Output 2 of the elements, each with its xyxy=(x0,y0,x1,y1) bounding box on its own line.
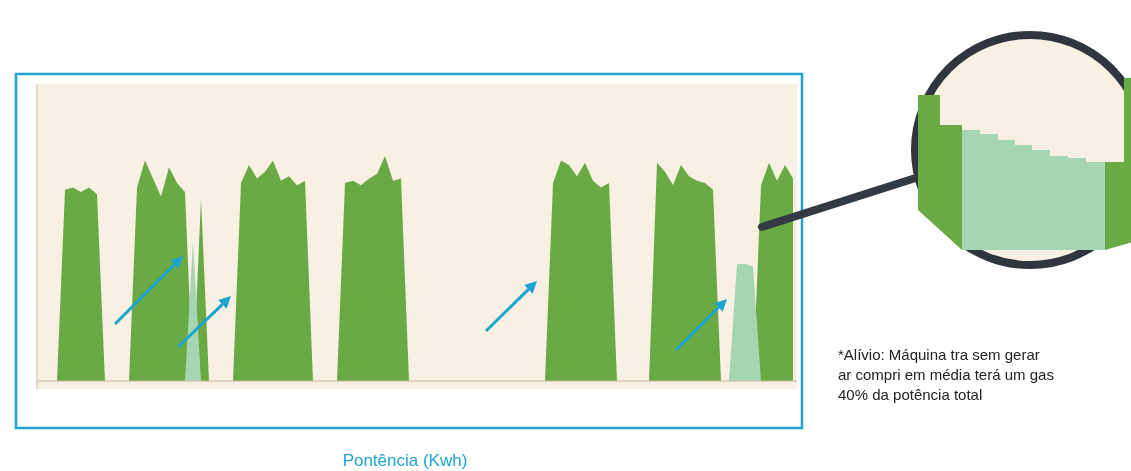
x-axis-title: Pontência (Kwh) xyxy=(342,451,468,470)
text: *Alívio: Máquina tra sem gerar ar compri em média terá um gas 40% da potência total xyxy=(838,346,1054,403)
